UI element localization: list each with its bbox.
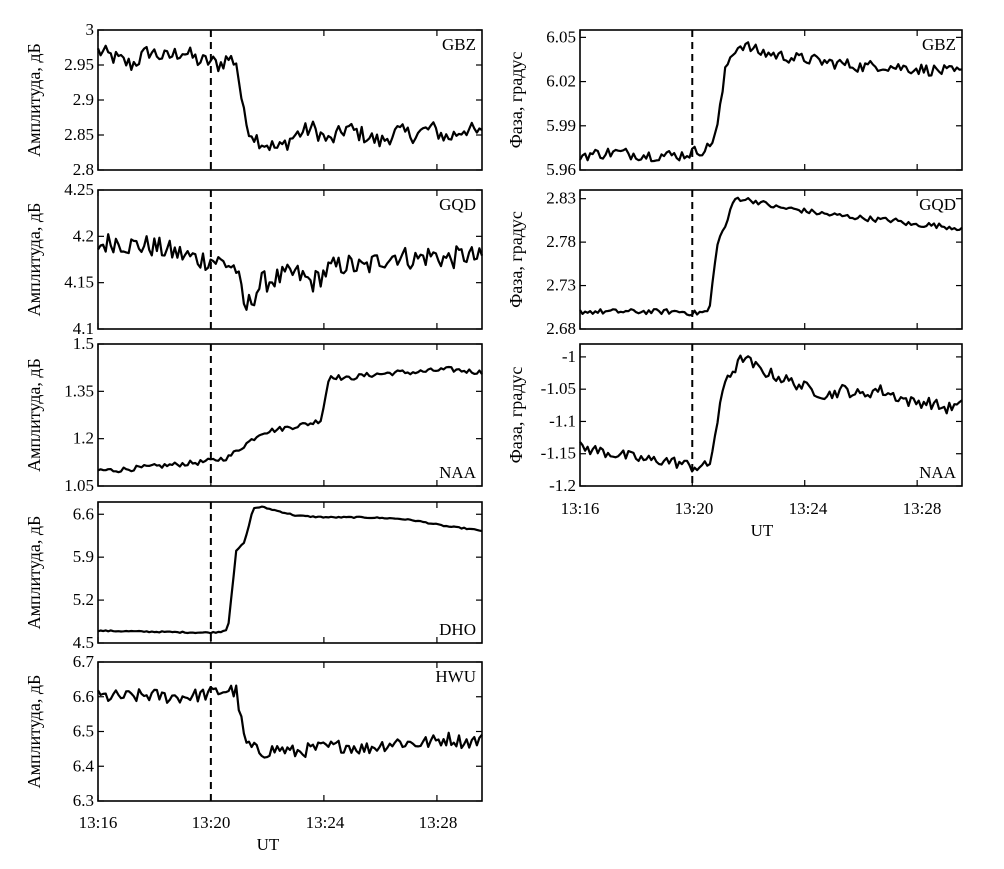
panel-phase-gbz: 5.96 5.99 6.02 6.05 Фаза, градус GBZ <box>506 27 963 179</box>
panel-amp-dho: 4.5 5.2 5.9 6.6 Амплитуда, дБ DHO <box>24 501 483 652</box>
station-label-phase-gbz: GBZ <box>922 35 956 54</box>
y-tick-label-amp-gbz-2: 2.9 <box>73 90 94 109</box>
panel-phase-naa: -1.2 -1.15 -1.1 -1.05 -1 Фаза, градус NAA <box>506 343 963 495</box>
y-tick-label-amp-dho-1: 5.2 <box>73 590 94 609</box>
y-tick-label-phase-naa-3: -1.05 <box>541 379 576 398</box>
y-tick-label-phase-gqd-0: 2.68 <box>546 319 576 338</box>
x-axis-label-left: UT <box>257 835 280 854</box>
x-tick-label-left-2: 13:24 <box>306 813 345 832</box>
series-line-amp-dho <box>97 505 483 635</box>
y-tick-label-amp-dho-3: 6.6 <box>73 504 94 523</box>
x-tick-label-right-0: 13:16 <box>561 499 600 518</box>
y-tick-label-phase-gqd-2: 2.78 <box>546 232 576 251</box>
y-tick-label-phase-naa-1: -1.15 <box>541 444 576 463</box>
x-tick-label-left-0: 13:16 <box>79 813 118 832</box>
y-tick-label-amp-naa-2: 1.35 <box>64 381 94 400</box>
y-tick-label-amp-naa-0: 1.05 <box>64 476 94 495</box>
y-tick-label-phase-naa-0: -1.2 <box>549 476 576 495</box>
y-tick-label-phase-gqd-3: 2.83 <box>546 189 576 208</box>
y-tick-label-amp-naa-3: 1.5 <box>73 334 94 353</box>
y-tick-label-amp-gbz-4: 3 <box>86 20 95 39</box>
plot-frame-amp-naa <box>97 343 483 487</box>
y-axis-label-phase-naa: Фаза, градус <box>506 367 526 464</box>
y-axis-label-amp-dho: Амплитуда, дБ <box>24 516 44 630</box>
plot-frame-phase-gbz <box>579 29 963 171</box>
series-line-amp-gbz <box>96 44 483 152</box>
station-label-amp-gbz: GBZ <box>442 35 476 54</box>
station-label-phase-gqd: GQD <box>919 195 956 214</box>
station-label-amp-gqd: GQD <box>439 195 476 214</box>
y-tick-label-amp-gbz-1: 2.85 <box>64 125 94 144</box>
panel-amp-gbz: 2.8 2.85 2.9 2.95 3 Амплитуда, дБ GBZ <box>24 20 483 179</box>
plot-frame-amp-gqd <box>97 189 483 330</box>
y-axis-label-phase-gbz: Фаза, градус <box>506 52 526 149</box>
y-tick-label-amp-hwu-2: 6.5 <box>73 722 94 741</box>
y-tick-label-phase-gbz-1: 5.99 <box>546 116 576 135</box>
series-line-phase-gbz <box>579 41 963 163</box>
y-tick-label-amp-dho-0: 4.5 <box>73 633 94 652</box>
y-tick-label-amp-gqd-1: 4.15 <box>64 273 94 292</box>
panel-amp-naa: 1.05 1.2 1.35 1.5 Амплитуда, дБ NAA <box>24 334 483 495</box>
x-tick-label-right-3: 13:28 <box>903 499 942 518</box>
y-tick-label-amp-gbz-3: 2.95 <box>64 55 94 74</box>
y-tick-label-amp-gqd-3: 4.25 <box>64 180 94 199</box>
y-axis-label-amp-gbz: Амплитуда, дБ <box>24 43 44 157</box>
y-tick-label-amp-gbz-0: 2.8 <box>73 160 94 179</box>
y-tick-label-amp-gqd-0: 4.1 <box>73 319 94 338</box>
y-tick-label-phase-gbz-0: 5.96 <box>546 160 576 179</box>
y-tick-label-amp-hwu-4: 6.7 <box>73 652 95 671</box>
y-tick-label-amp-naa-1: 1.2 <box>73 429 94 448</box>
y-tick-label-phase-naa-4: -1 <box>562 347 576 366</box>
series-line-phase-naa <box>579 354 963 473</box>
plot-frame-phase-naa <box>579 343 963 487</box>
y-axis-label-amp-naa: Амплитуда, дБ <box>24 358 44 472</box>
station-label-phase-naa: NAA <box>919 463 957 482</box>
x-axis-right: 13:16 13:20 13:24 13:28 UT <box>561 499 942 540</box>
panel-amp-gqd: 4.1 4.15 4.2 4.25 Амплитуда, дБ GQD <box>24 180 484 338</box>
y-tick-label-phase-gqd-1: 2.73 <box>546 276 576 295</box>
y-tick-label-phase-naa-2: -1.1 <box>549 411 576 430</box>
plot-frame-phase-gqd <box>579 189 963 330</box>
y-axis-label-phase-gqd: Фаза, градус <box>506 211 526 308</box>
y-axis-label-amp-hwu: Амплитуда, дБ <box>24 675 44 789</box>
series-line-amp-hwu <box>97 684 483 759</box>
y-tick-label-amp-hwu-0: 6.3 <box>73 791 94 810</box>
y-tick-label-amp-hwu-1: 6.4 <box>73 756 95 775</box>
series-line-phase-gqd <box>579 196 963 317</box>
y-tick-label-phase-gbz-3: 6.05 <box>546 27 576 46</box>
x-tick-label-left-1: 13:20 <box>192 813 231 832</box>
series-line-amp-naa <box>97 365 483 474</box>
plot-frame-amp-hwu <box>97 661 483 802</box>
x-axis-label-right: UT <box>751 521 774 540</box>
x-tick-label-right-1: 13:20 <box>675 499 714 518</box>
y-axis-label-amp-gqd: Амплитуда, дБ <box>24 203 44 317</box>
station-label-amp-dho: DHO <box>439 620 476 639</box>
x-tick-label-right-2: 13:24 <box>789 499 828 518</box>
y-tick-label-amp-hwu-3: 6.6 <box>73 687 94 706</box>
station-label-amp-naa: NAA <box>439 463 477 482</box>
y-tick-label-phase-gbz-2: 6.02 <box>546 72 576 91</box>
plot-frame-amp-dho <box>97 501 483 644</box>
x-axis-left: 13:16 13:20 13:24 13:28 UT <box>79 813 458 854</box>
panel-amp-hwu: 6.3 6.4 6.5 6.6 6.7 Амплитуда, дБ HWU <box>24 652 483 810</box>
y-tick-label-amp-dho-2: 5.9 <box>73 547 94 566</box>
y-tick-label-amp-gqd-2: 4.2 <box>73 226 94 245</box>
x-tick-label-left-3: 13:28 <box>419 813 458 832</box>
station-label-amp-hwu: HWU <box>435 667 476 686</box>
series-line-amp-gqd <box>97 233 484 311</box>
panel-phase-gqd: 2.68 2.73 2.78 2.83 Фаза, градус GQD <box>506 189 963 338</box>
